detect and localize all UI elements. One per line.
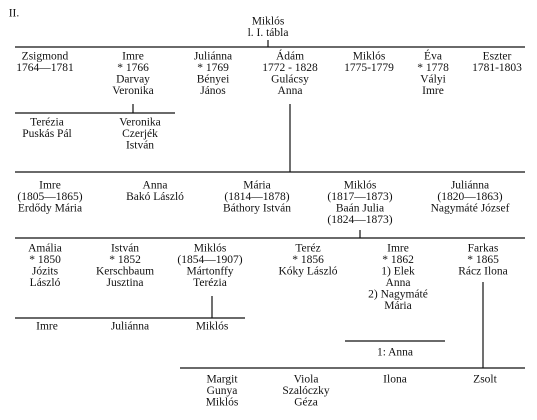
person-line: Miklós xyxy=(344,180,377,192)
person-line: (1824—1873) xyxy=(327,214,392,226)
person-line: Anna xyxy=(386,277,411,289)
person-line: Farkas xyxy=(468,243,499,255)
person-line: (1820—1863) xyxy=(437,191,502,203)
person-line: Czerjék xyxy=(122,128,158,140)
person-line: * 1865 xyxy=(467,254,499,266)
person-line: Imre xyxy=(387,243,409,255)
person-line: Imre xyxy=(39,180,61,192)
person-line: 1775-1779 xyxy=(344,62,394,74)
person-line: Kóky László xyxy=(278,266,337,278)
person-line: Mária xyxy=(384,300,411,312)
person-line: Jusztina xyxy=(106,277,143,289)
person-line: Rácz Ilona xyxy=(458,266,508,278)
person-line: Bényei xyxy=(197,74,230,86)
person-line: Miklós xyxy=(206,397,239,409)
person-line: 2) Nagymáté xyxy=(368,289,428,301)
person-line: Zsolt xyxy=(473,374,497,386)
person-line: (1814—1878) xyxy=(224,191,289,203)
person-line: Amália xyxy=(28,243,62,255)
person-line: (1854—1907) xyxy=(177,254,242,266)
person-line: * 1766 xyxy=(117,62,149,74)
person-line: Margit xyxy=(206,374,238,386)
person-line: László xyxy=(30,277,61,289)
person-line: Miklós xyxy=(196,321,229,333)
person-line: * 1850 xyxy=(29,254,61,266)
person-line: Juliánna xyxy=(194,51,232,63)
person-line: Nagymáté József xyxy=(431,203,510,215)
person-line: Ádám xyxy=(276,49,304,63)
person-line: 1772 - 1828 xyxy=(262,62,318,74)
person-line: Báthory István xyxy=(223,203,291,215)
person-line: Viola xyxy=(294,374,319,386)
person-line: Erdődy Mária xyxy=(18,203,82,215)
person-line: * 1856 xyxy=(292,254,324,266)
person-line: Józits xyxy=(32,266,59,278)
person-line: Imre xyxy=(122,51,144,63)
person-line: Mária xyxy=(243,180,270,192)
person-line: Darvay xyxy=(116,74,150,86)
person-line: 1: Anna xyxy=(377,347,413,359)
person-line: Szalóczky xyxy=(282,385,330,397)
person-line: Kerschbaum xyxy=(96,266,154,278)
person-line: Vályi xyxy=(420,74,446,86)
person-line: * 1778 xyxy=(417,62,449,74)
person-line: Zsigmond xyxy=(22,51,69,63)
person-line: Anna xyxy=(278,85,303,97)
person-line: 1) Elek xyxy=(381,266,415,278)
person-line: Imre xyxy=(36,321,58,333)
person-line: l. I. tábla xyxy=(248,27,289,39)
person-line: (1805—1865) xyxy=(17,191,82,203)
person-line: Miklós xyxy=(353,51,386,63)
table-label: II. xyxy=(9,8,20,20)
person-line: Miklós xyxy=(194,243,227,255)
person-line: * 1852 xyxy=(109,254,141,266)
person-line: Géza xyxy=(294,397,318,409)
person-line: Ilona xyxy=(383,374,407,386)
person-line: * 1769 xyxy=(197,62,229,74)
person-line: János xyxy=(200,85,226,97)
person-line: Puskás Pál xyxy=(22,128,72,140)
person-line: Teréz xyxy=(295,243,320,255)
person-line: Terézia xyxy=(30,117,64,129)
person-line: Baán Julia xyxy=(336,203,384,215)
person-line: 1764—1781 xyxy=(16,62,74,74)
person-line: Gulácsy xyxy=(271,74,309,86)
person-line: István xyxy=(126,140,154,152)
person-line: Eszter xyxy=(483,51,512,63)
connectors xyxy=(15,40,525,369)
person-line: 1781-1803 xyxy=(472,62,522,74)
person-line: Mártonffy xyxy=(186,266,233,278)
person-line: Miklós xyxy=(252,16,285,28)
person-line: Gunya xyxy=(207,385,238,397)
person-line: István xyxy=(111,243,139,255)
person-line: Anna xyxy=(143,180,168,192)
person-line: Juliánna xyxy=(451,180,489,192)
person-line: Veronika xyxy=(119,117,161,129)
person-line: * 1862 xyxy=(382,254,414,266)
person-line: Terézia xyxy=(193,277,227,289)
person-line: Imre xyxy=(422,85,444,97)
person-line: Juliánna xyxy=(111,321,149,333)
person-line: (1817—1873) xyxy=(327,191,392,203)
person-line: Éva xyxy=(424,49,442,63)
person-line: Veronika xyxy=(112,85,154,97)
person-line: Bakó László xyxy=(126,191,184,203)
